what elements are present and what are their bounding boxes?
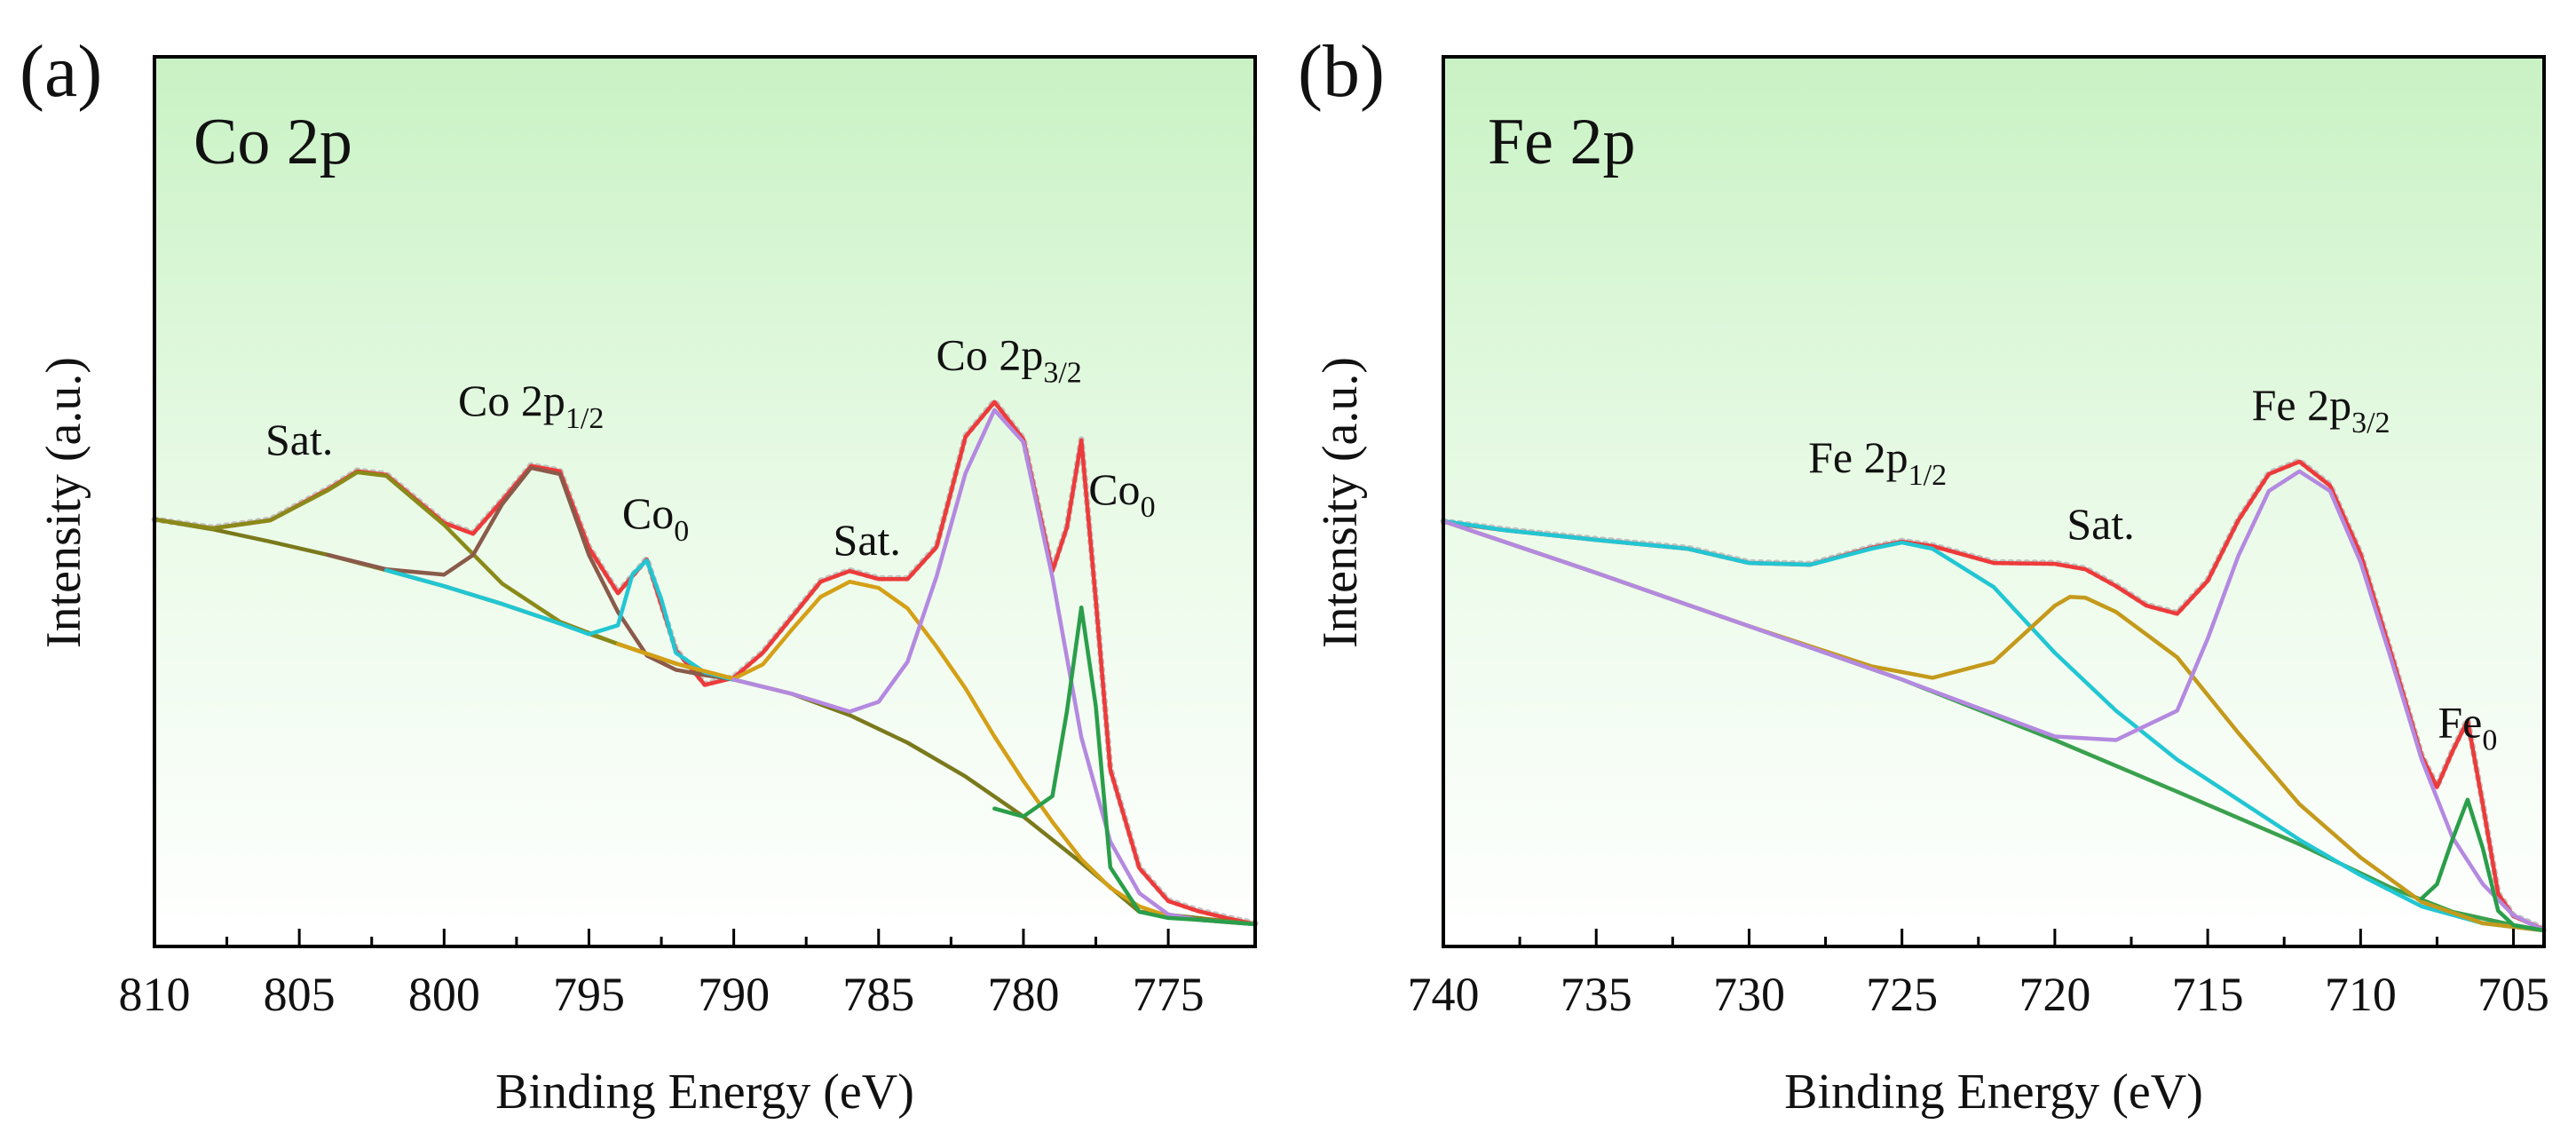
- x-tick-label-b-4: 720: [2019, 968, 2090, 1021]
- x-tick-label-a-6: 780: [987, 968, 1059, 1021]
- series-b-6: [2419, 797, 2547, 933]
- x-tick-label-a-2: 800: [408, 968, 480, 1021]
- annotations-group-a: Sat. Co 2p1/2 Co0 Sat. Co 2p3/2 Co0: [265, 330, 1156, 565]
- series-b-3: [1441, 519, 2547, 933]
- chart-title-b: Fe 2p: [1488, 106, 1636, 178]
- panel-b: 740 735 730 725 720 715 710 705 Fe 2p1/2Sat.Fe …: [1298, 30, 2549, 1120]
- panel-label-b: (b): [1298, 30, 1385, 113]
- plot-frame-b: [1442, 55, 2546, 948]
- x-axis-label-a: Binding Energy (eV): [495, 1065, 914, 1120]
- plot-frame-a: [153, 55, 1257, 948]
- peak-label-b-2: Fe 2p3/2: [2252, 380, 2390, 439]
- peak-label-a-4: Co 2p3/2: [936, 330, 1081, 390]
- series-group-a: [151, 398, 1259, 927]
- series-a-7: [731, 408, 1258, 927]
- x-tick-label-b-2: 730: [1713, 968, 1785, 1021]
- plot-area-b: [1443, 57, 2544, 946]
- series-a-5: [383, 558, 736, 682]
- peak-label-b-1: Sat.: [2066, 499, 2134, 549]
- x-tick-label-a-3: 795: [553, 968, 625, 1021]
- panel-a: 810 805 800 795 790 785 780 775 Sat. Co 2p1/2 Co0…: [20, 30, 1259, 1120]
- x-tick-label-b-5: 715: [2172, 968, 2244, 1021]
- x-tick-label-b-3: 725: [1866, 968, 1938, 1021]
- y-axis-label-b: Intensity (a.u.): [1313, 357, 1368, 648]
- peak-label-a-2: Co0: [622, 488, 689, 548]
- peak-label-a-0: Sat.: [265, 415, 333, 464]
- series-group-b: [1440, 457, 2548, 933]
- x-tick-label-a-0: 810: [119, 968, 191, 1021]
- x-tick-label-a-1: 805: [264, 968, 336, 1021]
- x-tick-label-a-5: 785: [842, 968, 914, 1021]
- x-tick-label-a-4: 790: [698, 968, 770, 1021]
- x-tick-label-b-0: 740: [1408, 968, 1480, 1021]
- ticks-group-a: 810 805 800 795 790 785 780 775: [119, 929, 1205, 1021]
- panel-label-a: (a): [20, 30, 102, 113]
- peak-label-b-0: Fe 2p1/2: [1808, 432, 1947, 492]
- x-tick-label-a-7: 775: [1133, 968, 1205, 1021]
- peak-label-a-3: Sat.: [834, 515, 901, 565]
- series-a-4: [326, 465, 736, 682]
- peak-label-b-3: Fe0: [2438, 698, 2497, 757]
- y-axis-label-a: Intensity (a.u.): [36, 357, 91, 648]
- peak-label-a-1: Co 2p1/2: [458, 376, 604, 435]
- annotations-group-b: Fe 2p1/2 Sat. Fe 2p3/2 Fe0: [1808, 380, 2497, 757]
- chart-title-a: Co 2p: [194, 106, 352, 178]
- series-a-8: [992, 605, 1258, 927]
- ticks-group-b: 740 735 730 725 720 715 710 705: [1408, 929, 2549, 1021]
- x-axis-label-b: Binding Energy (eV): [1784, 1065, 2203, 1120]
- x-tick-label-b-7: 705: [2477, 968, 2549, 1021]
- peak-label-a-5: Co0: [1088, 464, 1155, 524]
- x-tick-label-b-1: 735: [1561, 968, 1632, 1021]
- x-tick-label-b-6: 710: [2325, 968, 2397, 1021]
